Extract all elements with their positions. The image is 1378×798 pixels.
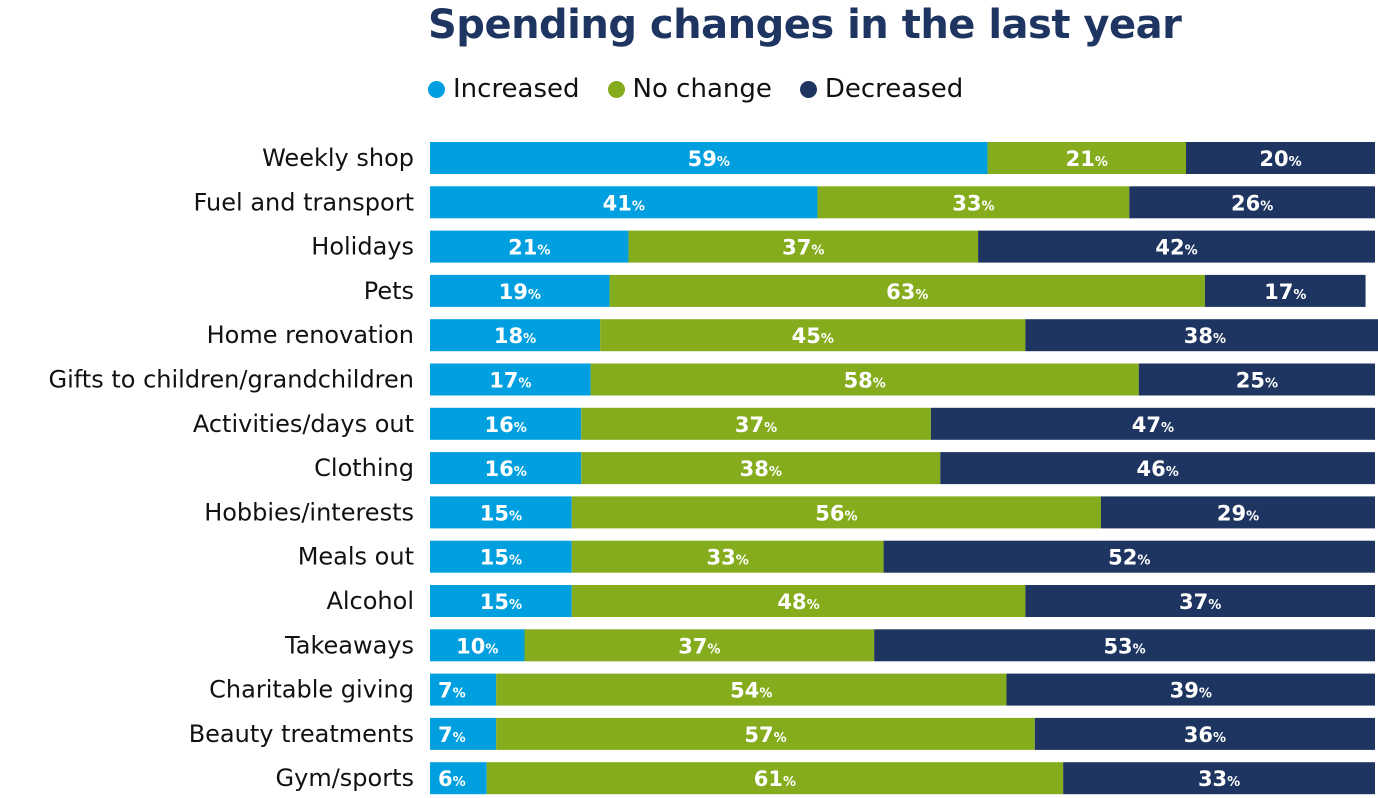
data-label-no-change: 54% <box>730 679 772 703</box>
bar-segment-no-change <box>571 585 1026 617</box>
category-label: Fuel and transport <box>194 188 414 216</box>
bar-segment-no-change <box>628 230 979 263</box>
data-label-increased: 59% <box>688 147 730 171</box>
bar-row-home-renovation: Home renovation 18% 45% 38% <box>207 319 1378 352</box>
legend-item-decreased: Decreased <box>799 74 964 104</box>
category-label: Gifts to children/grandchildren <box>49 366 414 394</box>
bar-segment-increased <box>430 274 610 307</box>
data-label-increased: 7% <box>438 723 466 747</box>
bar-segment-decreased <box>1006 673 1375 706</box>
bar-segment-decreased <box>1025 319 1378 352</box>
bar-segment-decreased <box>930 407 1375 440</box>
bar-row-holidays: Holidays 21% 37% 42% <box>311 230 1375 263</box>
legend-marker-no-change <box>607 80 625 98</box>
bar-segment-decreased <box>1204 274 1366 307</box>
bar-segment-no-change <box>496 673 1007 706</box>
category-label: Weekly shop <box>262 144 414 172</box>
legend-marker-increased <box>428 80 445 98</box>
bar-segment-no-change <box>524 629 875 662</box>
bar-segment-decreased <box>1186 142 1375 174</box>
bar-row-fuel-and-transport: Fuel and transport 41% 33% 26% <box>194 186 1375 219</box>
bar-segment-no-change <box>817 186 1130 219</box>
bar-segment-increased <box>430 142 988 174</box>
bar-segment-no-change <box>987 142 1186 174</box>
bar-segment-no-change <box>571 496 1101 529</box>
bar-segment-increased <box>430 452 582 485</box>
legend-marker-decreased <box>799 80 817 98</box>
bar-row-charitable-giving: Charitable giving 7% 54% 39% <box>209 673 1375 706</box>
chart-title: Spending changes in the last year <box>428 2 1182 48</box>
bar-segment-decreased <box>1138 363 1375 396</box>
bar-row-takeaways: Takeaways 10% 37% 53% <box>284 629 1375 662</box>
bar-row-clothing: Clothing 16% 38% 46% <box>314 452 1375 485</box>
bar-segment-increased <box>430 230 629 263</box>
bar-segment-increased <box>430 717 497 750</box>
legend: Increased No change Decreased <box>428 74 963 104</box>
bar-segment-decreased <box>1025 585 1375 617</box>
bar-segment-increased <box>430 319 601 352</box>
bar-segment-increased <box>430 407 582 440</box>
bar-segment-increased <box>430 762 487 795</box>
bar-segment-decreased <box>978 230 1375 263</box>
data-label-no-change: 37% <box>782 236 824 260</box>
bar-segment-no-change <box>581 407 931 440</box>
bar-row-meals-out: Meals out 15% 33% 52% <box>298 540 1375 573</box>
category-label: Activities/days out <box>193 410 414 438</box>
data-label-no-change: 56% <box>815 501 857 525</box>
bar-segment-no-change <box>600 319 1026 352</box>
bar-segment-increased <box>430 363 591 396</box>
bar-segment-decreased <box>1100 496 1375 529</box>
data-label-increased: 6% <box>438 767 466 791</box>
bar-segment-decreased <box>1034 717 1375 750</box>
bar-segment-increased <box>430 540 572 573</box>
category-label: Pets <box>364 277 414 305</box>
bar-row-gifts-to-children-grandchildren: Gifts to children/grandchildren 17% 58% 25% <box>49 363 1375 396</box>
legend-item-no-change: No change <box>607 74 772 104</box>
category-label: Holidays <box>311 233 414 261</box>
bar-row-weekly-shop: Weekly shop 59% 21% 20% <box>262 142 1375 174</box>
category-label: Meals out <box>298 543 414 571</box>
bar-segment-increased <box>430 186 818 219</box>
bar-segment-increased <box>430 629 525 662</box>
bar-segment-decreased <box>1129 186 1375 219</box>
category-label: Clothing <box>314 454 414 482</box>
bar-segment-decreased <box>1063 762 1375 795</box>
category-label: Takeaways <box>284 631 414 659</box>
bar-segment-decreased <box>874 629 1375 662</box>
bar-segment-no-change <box>486 762 1064 795</box>
category-label: Hobbies/interests <box>204 498 414 526</box>
data-label-decreased: 33% <box>1198 767 1240 791</box>
legend-label-decreased: Decreased <box>824 74 964 104</box>
bar-segment-no-change <box>571 540 884 573</box>
data-label-no-change: 57% <box>744 723 786 747</box>
legend-label-no-change: No change <box>632 74 772 104</box>
bar-segment-increased <box>430 673 497 706</box>
bar-segment-no-change <box>590 363 1139 396</box>
data-label-increased: 18% <box>494 324 536 348</box>
category-label: Gym/sports <box>276 764 414 792</box>
data-label-no-change: 61% <box>754 767 796 791</box>
legend-item-increased: Increased <box>428 74 580 104</box>
legend-label-increased: Increased <box>453 74 580 104</box>
bar-row-pets: Pets 19% 63% 17% <box>364 274 1366 307</box>
bar-row-activities-days-out: Activities/days out 16% 37% 47% <box>193 407 1375 440</box>
bar-row-gym-sports: Gym/sports 6% 61% 33% <box>276 762 1375 795</box>
bar-segment-increased <box>430 585 572 617</box>
category-label: Alcohol <box>326 587 414 615</box>
bar-segment-no-change <box>609 274 1205 307</box>
bar-segment-no-change <box>496 717 1035 750</box>
category-label: Home renovation <box>207 321 414 349</box>
bar-segment-decreased <box>883 540 1375 573</box>
category-label: Charitable giving <box>209 676 414 704</box>
category-label: Beauty treatments <box>189 720 414 748</box>
bar-row-alcohol: Alcohol 15% 48% 37% <box>326 585 1375 617</box>
bar-row-beauty-treatments: Beauty treatments 7% 57% 36% <box>189 717 1375 750</box>
bar-segment-decreased <box>940 452 1375 485</box>
bar-row-hobbies-interests: Hobbies/interests 15% 56% 29% <box>204 496 1375 529</box>
bar-segment-no-change <box>581 452 941 485</box>
bar-segment-increased <box>430 496 572 529</box>
